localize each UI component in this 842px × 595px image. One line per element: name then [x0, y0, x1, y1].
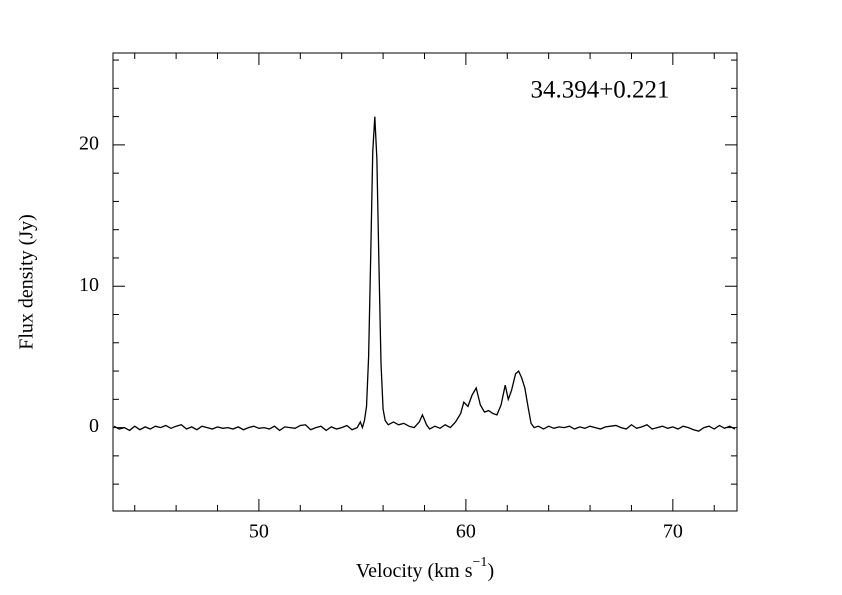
y-tick-label: 10 [79, 274, 99, 296]
x-label-text: Velocity (km s [356, 560, 473, 582]
x-label-end: ) [487, 560, 494, 582]
x-axis-label: Velocity (km s−1) [356, 555, 494, 581]
plot-frame [112, 52, 738, 512]
x-label-sup: −1 [473, 555, 488, 570]
x-tick-label: 50 [249, 521, 269, 543]
y-axis-label: Flux density (Jy) [16, 214, 38, 350]
annotation: 34.394+0.221 [530, 77, 669, 104]
x-tick-label: 60 [456, 521, 476, 543]
y-tick-label: 0 [89, 415, 99, 437]
x-tick-label: 70 [663, 521, 683, 543]
y-tick-label: 20 [79, 132, 99, 154]
spectrum-line [113, 116, 736, 432]
